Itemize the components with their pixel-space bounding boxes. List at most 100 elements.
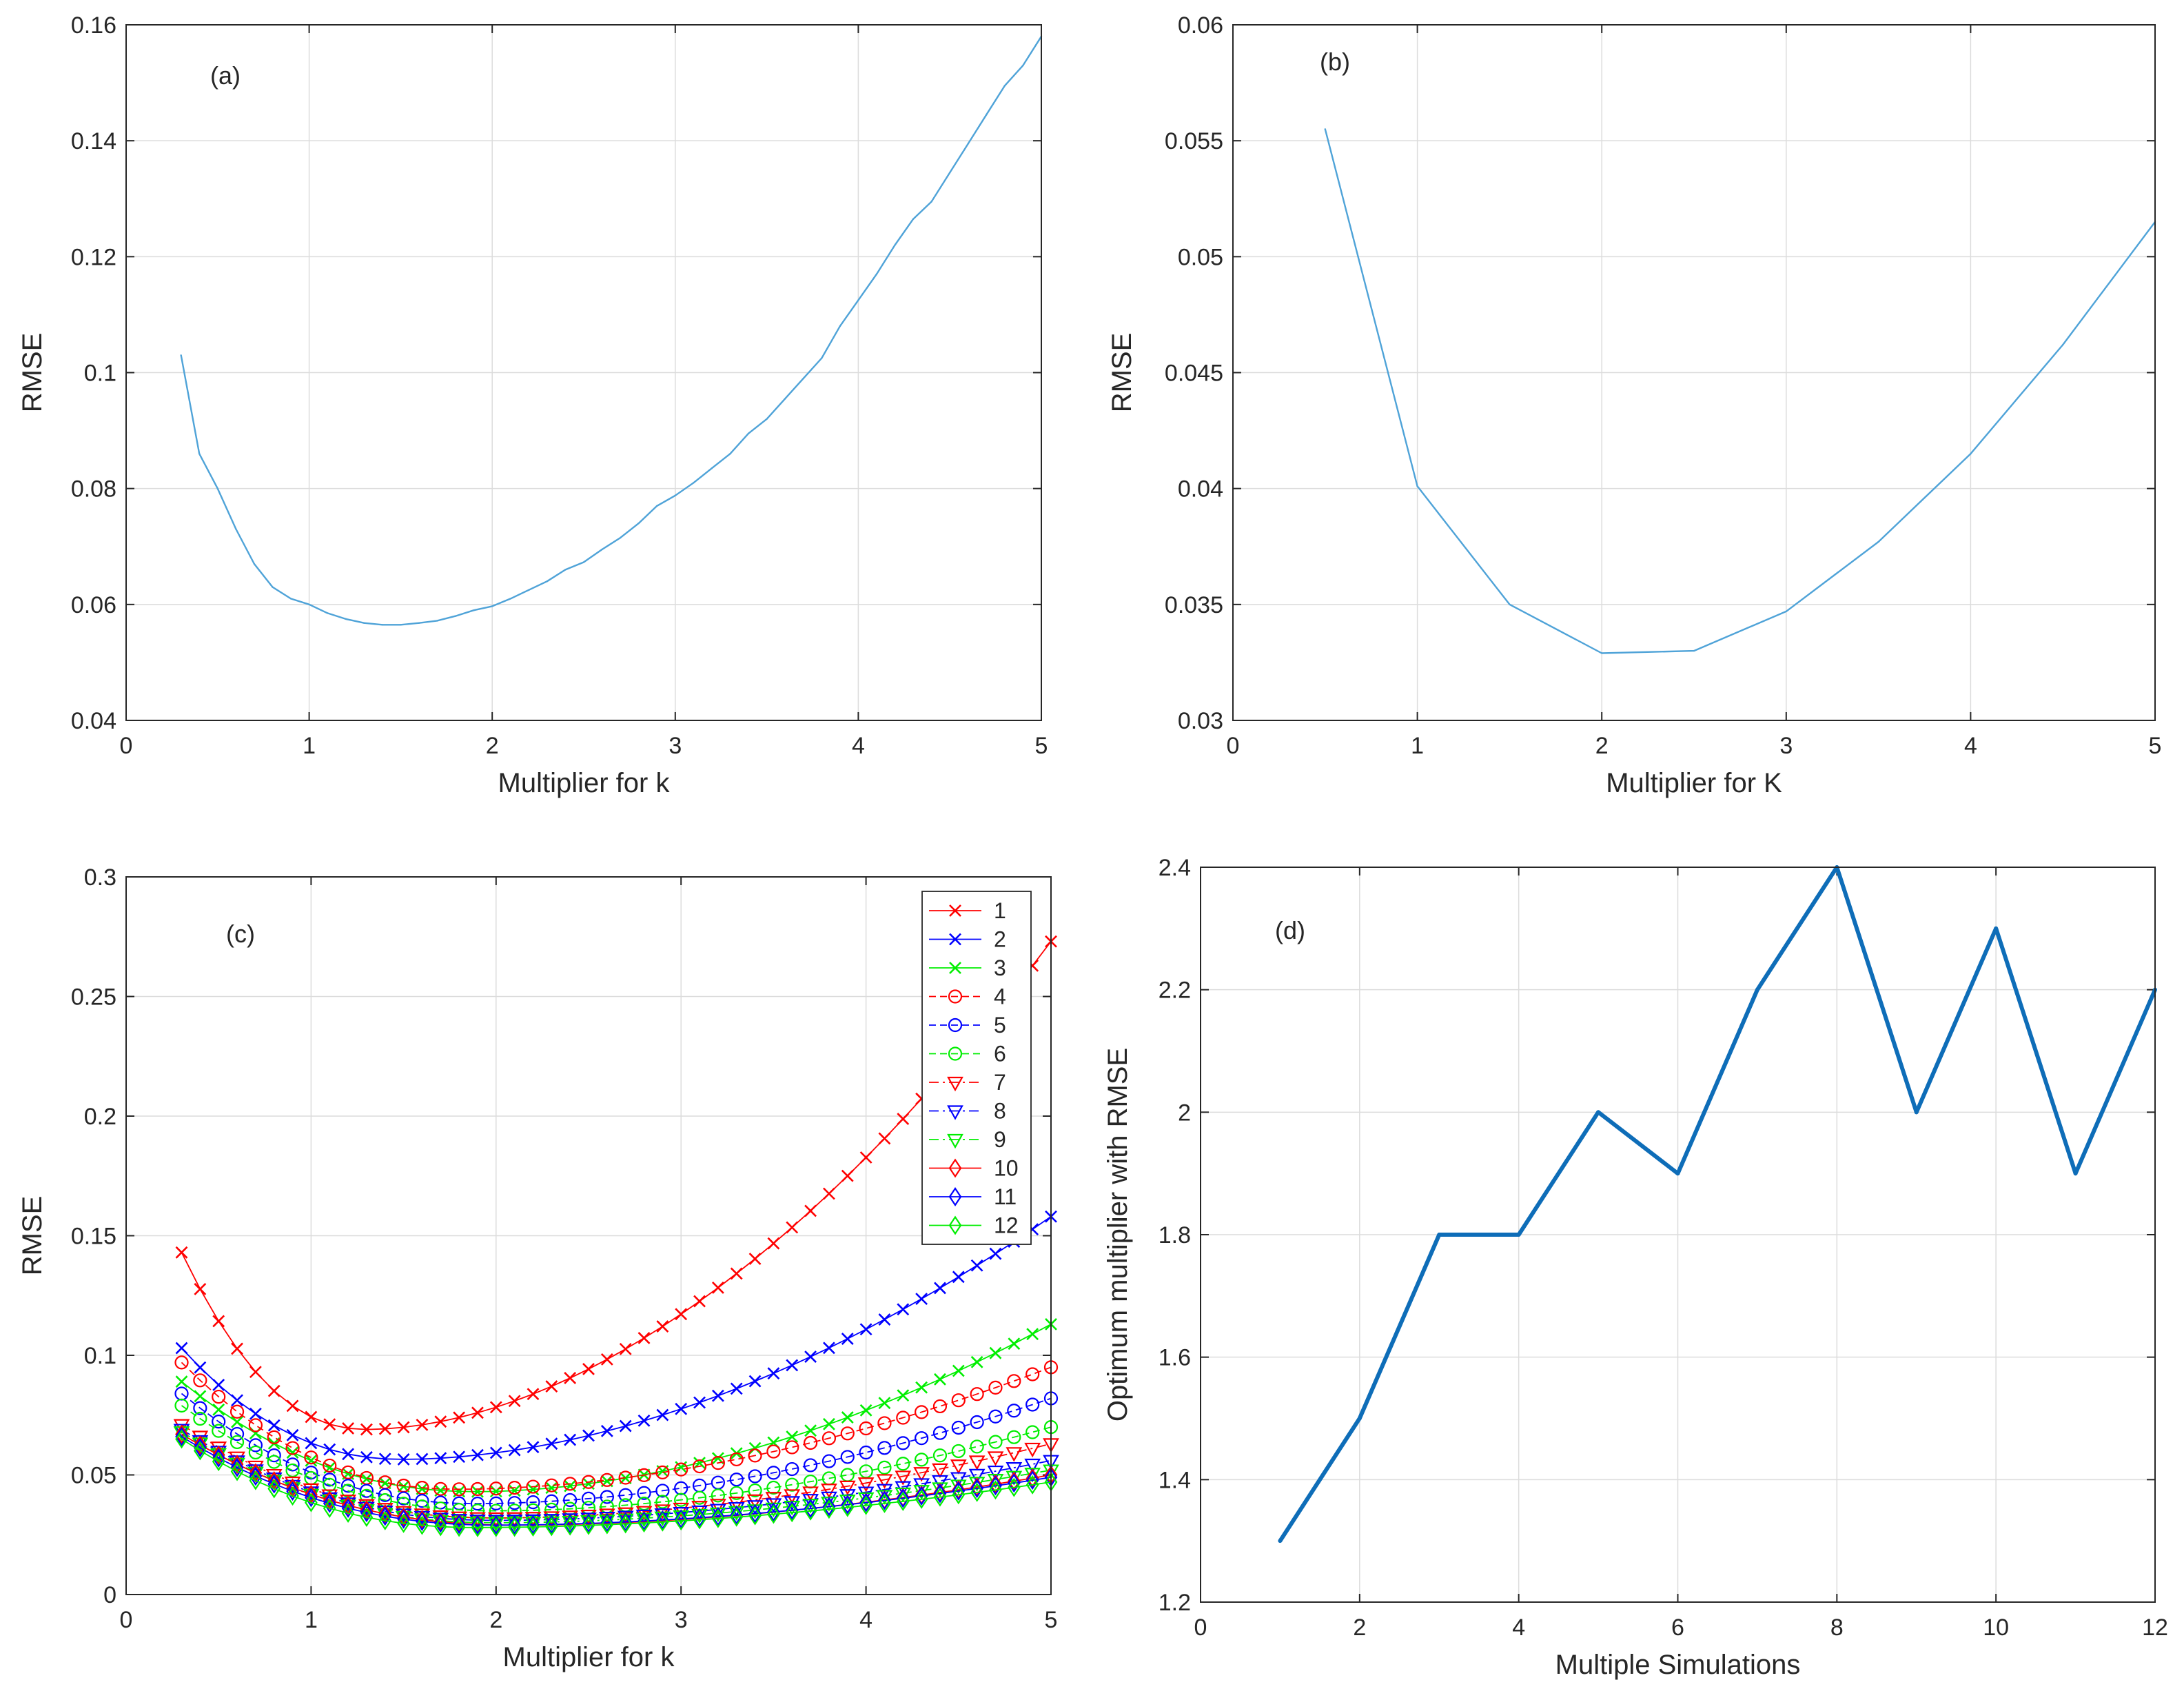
data-point (932, 1426, 948, 1440)
data-point (878, 1313, 891, 1326)
data-point (839, 1480, 856, 1496)
data-point (912, 218, 915, 220)
data-point (840, 1426, 855, 1441)
data-point (1008, 1337, 1021, 1350)
data-point (286, 1428, 299, 1441)
data-point (766, 1466, 781, 1480)
data-point (894, 244, 896, 246)
data-point (194, 1438, 207, 1457)
data-point (582, 1362, 595, 1375)
legend-marker (947, 1133, 963, 1149)
data-point (765, 1498, 782, 1513)
y-tick-label: 0.2 (84, 1104, 116, 1130)
legend-marker (948, 1187, 962, 1206)
series-line-12 (181, 1438, 1052, 1528)
data-point (193, 1401, 207, 1415)
data-point (987, 1451, 1004, 1466)
data-point (1006, 1447, 1023, 1462)
data-point (785, 1477, 799, 1492)
data-point (970, 1415, 984, 1430)
data-point (378, 1422, 391, 1435)
data-point (545, 1380, 558, 1393)
y-tick-label: 2.4 (1159, 855, 1191, 881)
legend-item-9: 9 (929, 1127, 1006, 1152)
data-point (952, 1481, 966, 1501)
data-point (433, 1517, 447, 1537)
data-point (748, 1448, 762, 1463)
legend-marker (948, 1018, 963, 1033)
data-point (360, 1503, 374, 1523)
data-point (1025, 1470, 1039, 1490)
series-line-7 (181, 1424, 1052, 1519)
data-point (381, 624, 384, 626)
data-point (821, 357, 823, 359)
legend-item-2: 2 (929, 927, 1006, 952)
legend-label: 4 (994, 984, 1006, 1009)
data-point (397, 1421, 410, 1434)
data-point (452, 1482, 467, 1497)
data-point (1416, 485, 1418, 487)
data-point (400, 624, 402, 626)
data-point (212, 1378, 225, 1391)
data-point (323, 1498, 336, 1518)
data-point (1003, 85, 1006, 87)
data-point (675, 1402, 688, 1415)
series-line-6 (181, 1405, 1052, 1512)
data-point (2062, 343, 2064, 346)
data-point (416, 1510, 429, 1530)
data-point (859, 1323, 872, 1336)
data-point (970, 1259, 983, 1272)
data-point (397, 1513, 410, 1533)
data-point (342, 1422, 354, 1435)
legend-label: 6 (994, 1042, 1006, 1066)
data-point (212, 1445, 225, 1465)
data-point (193, 1411, 207, 1426)
data-point (841, 1169, 854, 1182)
data-point (932, 1399, 948, 1414)
legend-label: 8 (994, 1099, 1006, 1124)
data-point (563, 1477, 578, 1491)
data-point (416, 1418, 429, 1431)
data-point (785, 1500, 799, 1520)
data-point (1007, 1471, 1021, 1491)
legend-item-12: 12 (929, 1213, 1019, 1238)
data-point (267, 1448, 281, 1463)
data-point (212, 1424, 226, 1438)
legend-item-1: 1 (929, 898, 1006, 923)
x-tick-label: 4 (1512, 1615, 1525, 1641)
x-tick-label: 2 (486, 733, 499, 759)
data-point (582, 1515, 595, 1535)
data-point (896, 1488, 910, 1508)
series-line-2 (181, 1215, 1052, 1460)
axes-box (1232, 24, 2156, 721)
data-point (286, 1486, 299, 1506)
data-point (289, 598, 292, 600)
x-tick-label: 6 (1671, 1615, 1684, 1641)
grid (125, 24, 1042, 721)
data-point (248, 1418, 263, 1433)
legend-item-7: 7 (929, 1070, 1006, 1095)
data-point (545, 1437, 558, 1450)
data-point (507, 1496, 522, 1510)
data-point (821, 1454, 837, 1468)
data-series (180, 35, 1043, 626)
data-point (526, 1479, 540, 1494)
data-point (637, 522, 640, 525)
data-point (766, 1444, 781, 1459)
data-point (693, 482, 695, 484)
data-point (453, 1450, 466, 1464)
data-point (674, 1462, 688, 1477)
data-point (212, 1403, 225, 1416)
legend-marker (948, 1215, 962, 1235)
x-axis-label: Multiple Simulations (1555, 1650, 1801, 1680)
data-point (619, 1512, 633, 1532)
y-tick-label: 0.12 (71, 244, 116, 270)
data-point (341, 1504, 355, 1523)
x-tick-label: 2 (1595, 733, 1609, 759)
data-point (581, 1475, 596, 1489)
y-tick-label: 2.2 (1159, 978, 1191, 1004)
data-point (562, 1510, 579, 1526)
data-point (896, 1457, 910, 1471)
data-point (173, 1419, 190, 1434)
data-point (822, 1497, 836, 1517)
